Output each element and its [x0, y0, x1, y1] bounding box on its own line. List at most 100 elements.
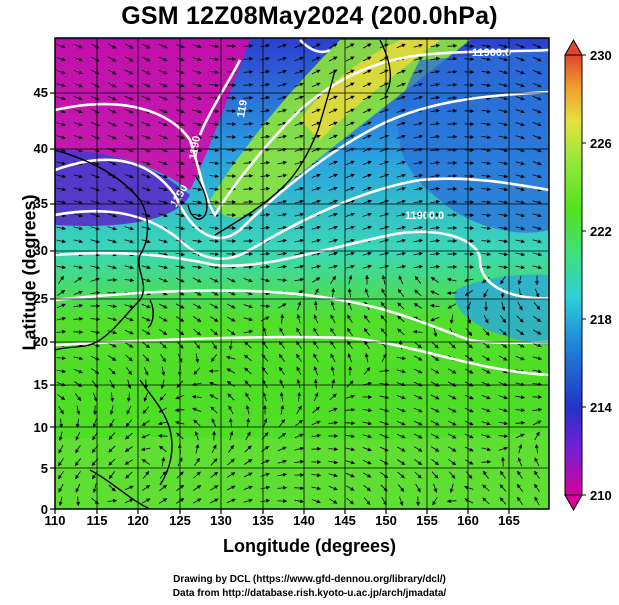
streamline-arrow: [413, 95, 423, 100]
streamline-arrow: [142, 470, 150, 479]
streamline-arrow: [345, 447, 356, 452]
streamline-arrow: [381, 274, 386, 285]
streamline-arrow: [532, 108, 542, 114]
streamline-arrow: [107, 239, 117, 244]
temperature-field: 11900.0 1190 119 1190 11900.0: [55, 38, 549, 509]
streamline-arrow: [279, 391, 284, 402]
streamline-arrow: [75, 483, 81, 493]
streamline-arrow: [328, 473, 338, 478]
streamline-arrow: [277, 199, 288, 204]
streamline-arrow: [160, 354, 166, 363]
streamline-arrow: [313, 378, 318, 389]
streamline-arrow: [345, 56, 355, 62]
contour-label: 11900.0: [405, 210, 444, 222]
streamline-arrow: [107, 69, 117, 75]
streamline-arrow: [277, 212, 288, 217]
streamline-arrow: [193, 485, 202, 491]
streamline-arrow: [498, 109, 509, 114]
streamline-arrow: [56, 83, 66, 88]
colorbar-tick-label: 226: [590, 136, 612, 151]
streamline-arrow: [447, 433, 457, 439]
streamline-arrow: [124, 82, 134, 88]
streamline-arrow: [430, 317, 440, 322]
streamline-arrow: [141, 303, 151, 309]
colorbar-tick-label: 210: [590, 488, 612, 503]
x-tick-label: 165: [498, 513, 520, 528]
streamline-arrow: [515, 174, 525, 179]
streamline-arrow: [124, 56, 134, 62]
streamline-arrow: [481, 459, 492, 464]
streamline-arrow: [330, 365, 335, 376]
y-tick-label: 0: [41, 502, 48, 517]
streamline-arrow: [294, 134, 304, 139]
streamline-arrow: [328, 407, 338, 412]
streamline-arrow: [515, 239, 526, 244]
streamline-arrow: [243, 147, 254, 152]
streamline-arrow: [413, 134, 424, 139]
streamline-arrow: [277, 95, 287, 100]
streamline-arrow: [141, 498, 151, 504]
streamline-arrow: [481, 394, 491, 400]
streamline-arrow: [517, 457, 523, 467]
streamline-arrow: [446, 499, 457, 504]
streamline-arrow: [158, 303, 168, 309]
streamline-arrow: [141, 187, 151, 192]
y-tick-label: 15: [34, 377, 48, 392]
streamline-arrow: [294, 446, 305, 451]
streamline-arrow: [534, 431, 540, 441]
streamline-arrow: [464, 368, 474, 374]
streamline-arrow: [244, 341, 252, 349]
streamline-arrow: [158, 407, 168, 413]
streamline-arrow: [243, 95, 254, 100]
streamline-arrow: [481, 70, 492, 75]
streamline-arrow: [430, 160, 441, 165]
streamline-arrow: [397, 471, 405, 479]
streamline-arrow: [158, 43, 168, 49]
streamline-arrow: [447, 121, 458, 126]
streamline-arrow: [500, 470, 506, 479]
streamline-arrow: [158, 252, 169, 257]
streamline-arrow: [447, 303, 457, 309]
streamline-arrow: [124, 239, 134, 244]
streamline-arrow: [498, 187, 509, 192]
streamline-arrow: [110, 392, 115, 403]
streamline-arrow: [141, 69, 151, 75]
streamline-arrow: [465, 328, 473, 337]
x-tick-label: 125: [169, 513, 191, 528]
streamline-arrow: [447, 446, 457, 452]
streamline-arrow: [260, 459, 270, 465]
streamline-arrow: [209, 122, 220, 127]
streamline-arrow: [297, 391, 302, 402]
streamline-arrow: [158, 265, 169, 270]
streamline-arrow: [296, 314, 301, 324]
streamline-arrow: [362, 121, 372, 127]
streamline-arrow: [483, 288, 489, 298]
streamline-arrow: [396, 446, 406, 452]
streamline-arrow: [158, 277, 168, 283]
streamline-arrow: [141, 265, 151, 270]
contour-line: [198, 59, 242, 136]
streamline-arrow: [260, 186, 271, 191]
streamline-arrow: [141, 200, 151, 205]
streamline-arrow: [379, 69, 389, 75]
streamline-arrow: [381, 496, 387, 506]
streamline-arrow: [396, 134, 406, 139]
streamline-arrow: [159, 484, 168, 492]
streamline-arrow: [73, 56, 83, 62]
streamline-arrow: [532, 407, 543, 412]
streamline-arrow: [396, 433, 406, 439]
streamline-arrow: [73, 174, 83, 179]
streamline-arrow: [245, 431, 251, 441]
streamline-arrow: [430, 420, 440, 426]
streamline-arrow: [209, 70, 220, 75]
streamline-arrow: [58, 275, 64, 284]
streamline-arrow: [243, 485, 253, 490]
streamline-arrow: [532, 43, 542, 49]
streamline-arrow: [414, 341, 423, 349]
streamline-arrow: [345, 238, 355, 243]
streamline-arrow: [517, 275, 522, 285]
streamline-arrow: [482, 341, 491, 349]
streamline-arrow: [193, 367, 201, 375]
streamline-arrow: [517, 496, 523, 505]
